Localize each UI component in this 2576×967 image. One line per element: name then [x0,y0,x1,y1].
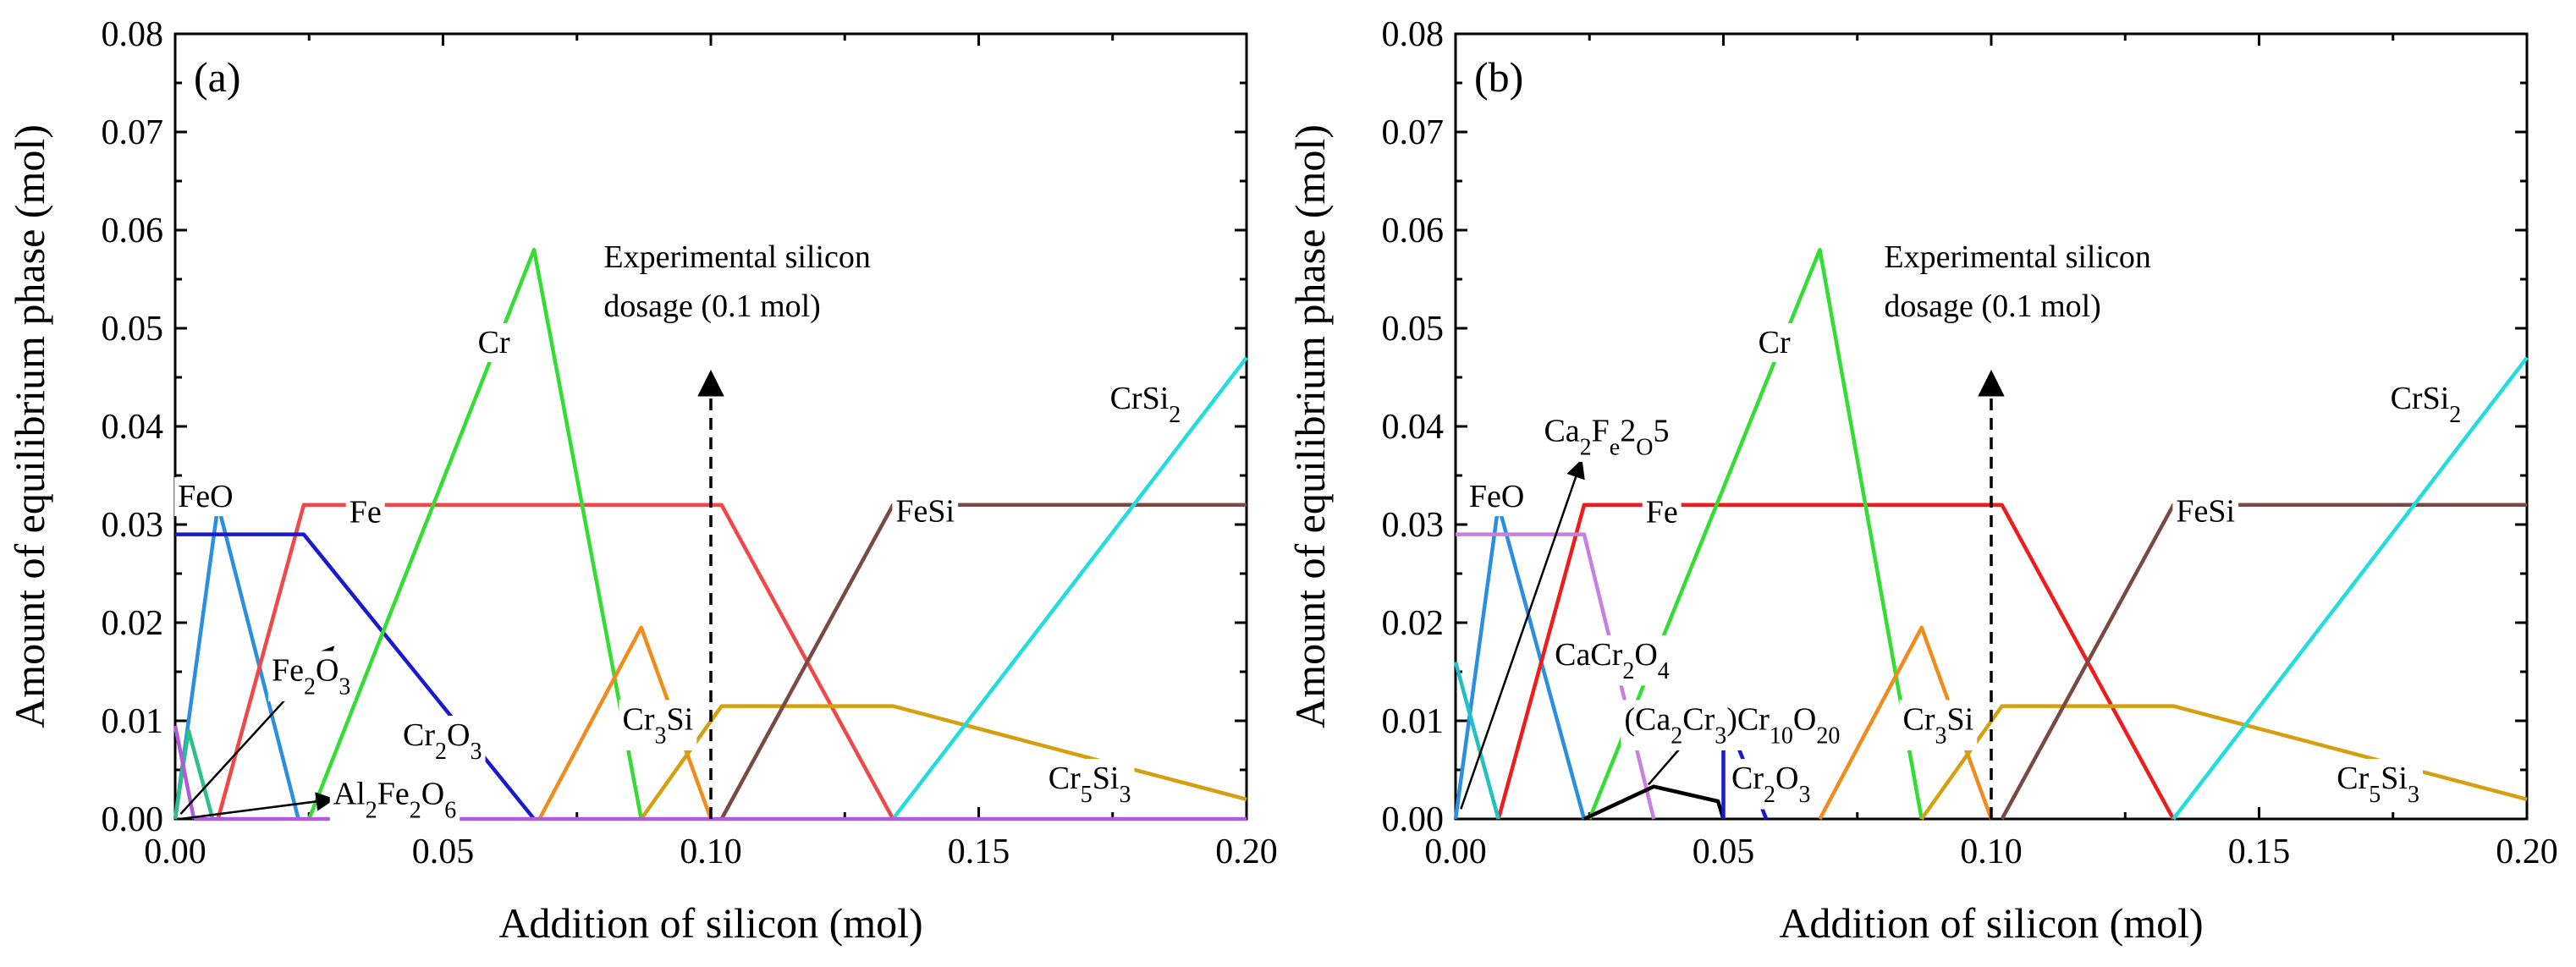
y-tick-label: 0.06 [1382,212,1445,250]
series-label-cr2o3: Cr2O3 [1731,761,1810,808]
label-mask [1754,323,1794,362]
y-axis-label: Amount of equilibrium phase (mol) [6,124,53,728]
y-tick-label: 0.08 [102,15,164,54]
label-mask [1551,635,1673,686]
series-label-cr5si3: Cr5Si3 [1049,761,1131,808]
series-label-crsi2: CrSi2 [1110,381,1181,428]
label-mask [2333,759,2423,810]
label-mask [399,716,486,766]
panel-label: (b) [1474,53,1523,101]
dosage-annotation-line2: dosage (0.1 mol) [1884,288,2100,324]
label-mask [1106,379,1185,430]
series-label-feo: FeO [1469,479,1524,514]
series-label-cr5si3: Cr5Si3 [2337,761,2419,808]
series-label-fe: Fe [350,495,382,530]
y-tick-label: 0.08 [1382,15,1445,54]
label-mask [174,477,237,517]
y-tick-label: 0.04 [1382,408,1445,447]
label-mask [1621,700,1844,750]
panel-label: (a) [194,53,241,101]
annotation-arrow [180,792,335,821]
series-line-crsi2 [2171,356,2529,821]
x-tick-label: 0.00 [144,832,206,871]
y-tick-label: 0.06 [102,212,164,250]
dosage-annotation-line2: dosage (0.1 mol) [603,288,820,324]
label-mask [1642,492,1682,532]
y-tick-label: 0.07 [102,113,164,152]
series-label-cr: Cr [1759,325,1791,360]
series-label-feo: FeO [178,479,233,514]
y-tick-label: 0.05 [1382,310,1445,349]
label-mask [2172,492,2239,531]
series-label-cr3si: Cr3Si [1903,701,1974,749]
y-tick-label: 0.00 [102,800,164,839]
x-tick-label: 0.05 [412,832,475,871]
series-line-cr5si3 [1919,704,2528,821]
panel-b: 0.00 0.01 0.02 0.03 0.04 0.05 0.06 0.07 0.08 0.00… [1286,15,2558,947]
x-tick-label: 0.20 [1215,832,1278,871]
label-mask [329,774,460,826]
series-label-fe: Fe [1646,495,1678,530]
y-axis-label: Amount of equilibrium phase (mol) [1286,124,1334,728]
x-axis-label: Addition of silicon (mol) [1779,899,2203,947]
y-tick-label: 0.03 [102,506,164,545]
series-label-cr3si: Cr3Si [623,701,694,749]
series-line-cr [1588,247,1924,820]
x-tick-label: 0.10 [1960,832,2023,871]
label-mask [1465,477,1528,517]
label-mask [1540,411,1673,462]
label-mask [892,492,959,531]
label-mask [1899,700,1978,750]
annotation-arrow [1460,459,1585,810]
label-mask [474,323,514,362]
x-tick-label: 0.20 [2496,832,2558,871]
series-line-fesi [719,503,1247,821]
x-tick-label: 0.15 [2228,832,2291,871]
label-mask [2386,379,2465,430]
y-tick-label: 0.01 [102,702,164,741]
x-tick-label: 0.15 [948,832,1010,871]
y-tick-label: 0.04 [102,408,164,447]
label-mask [345,492,385,532]
series-line-cr5si3 [639,704,1247,821]
series-label-ca2fe2o5: Ca2Fe2O5 [1544,413,1669,460]
y-tick-label: 0.07 [1382,113,1445,152]
series-label-fe2o3: Fe2O3 [272,652,350,700]
series-line-ca2cr3-cr10o20 [1582,784,1726,821]
x-tick-label: 0.00 [1424,832,1487,871]
label-mask [619,700,697,750]
series-label-ca2cr3-cr10o20: (Ca2Cr3)Cr10O20 [1624,701,1840,749]
dosage-annotation-line1: Experimental silicon [603,239,871,275]
series-label-cr: Cr [478,325,510,360]
series-line-fesi [2000,503,2527,821]
dosage-annotation-line1: Experimental silicon [1884,239,2151,275]
y-tick-label: 0.01 [1382,702,1445,741]
series-label-crsi2: CrSi2 [2391,381,2462,428]
series-label-fesi: FeSi [895,494,955,530]
series-line-crsi2 [891,356,1248,821]
y-tick-label: 0.02 [1382,604,1445,643]
label-mask [1727,759,1814,810]
label-mask [267,651,355,701]
series-line-ca2fe2o5 [1453,661,1500,820]
series-label-fesi: FeSi [2176,494,2235,530]
y-tick-label: 0.00 [1382,800,1445,839]
panel-a: 0.00 0.01 0.02 0.03 0.04 0.05 0.06 0.07 0.08 0.00… [6,15,1278,947]
y-tick-label: 0.05 [102,310,164,349]
series-label-cr2o3: Cr2O3 [403,717,482,765]
series-line-fe2o3 [173,728,215,820]
x-tick-label: 0.10 [680,832,742,871]
series-label-cacr2o4: CaCr2O4 [1555,637,1670,684]
x-axis-label: Addition of silicon (mol) [498,899,922,947]
x-tick-label: 0.05 [1693,832,1755,871]
y-tick-label: 0.03 [1382,506,1445,545]
series-label-al2fe2o6: Al2Fe2O6 [333,777,456,824]
series-line-cr [307,247,643,820]
label-mask [1044,759,1135,810]
y-tick-label: 0.02 [102,604,164,643]
